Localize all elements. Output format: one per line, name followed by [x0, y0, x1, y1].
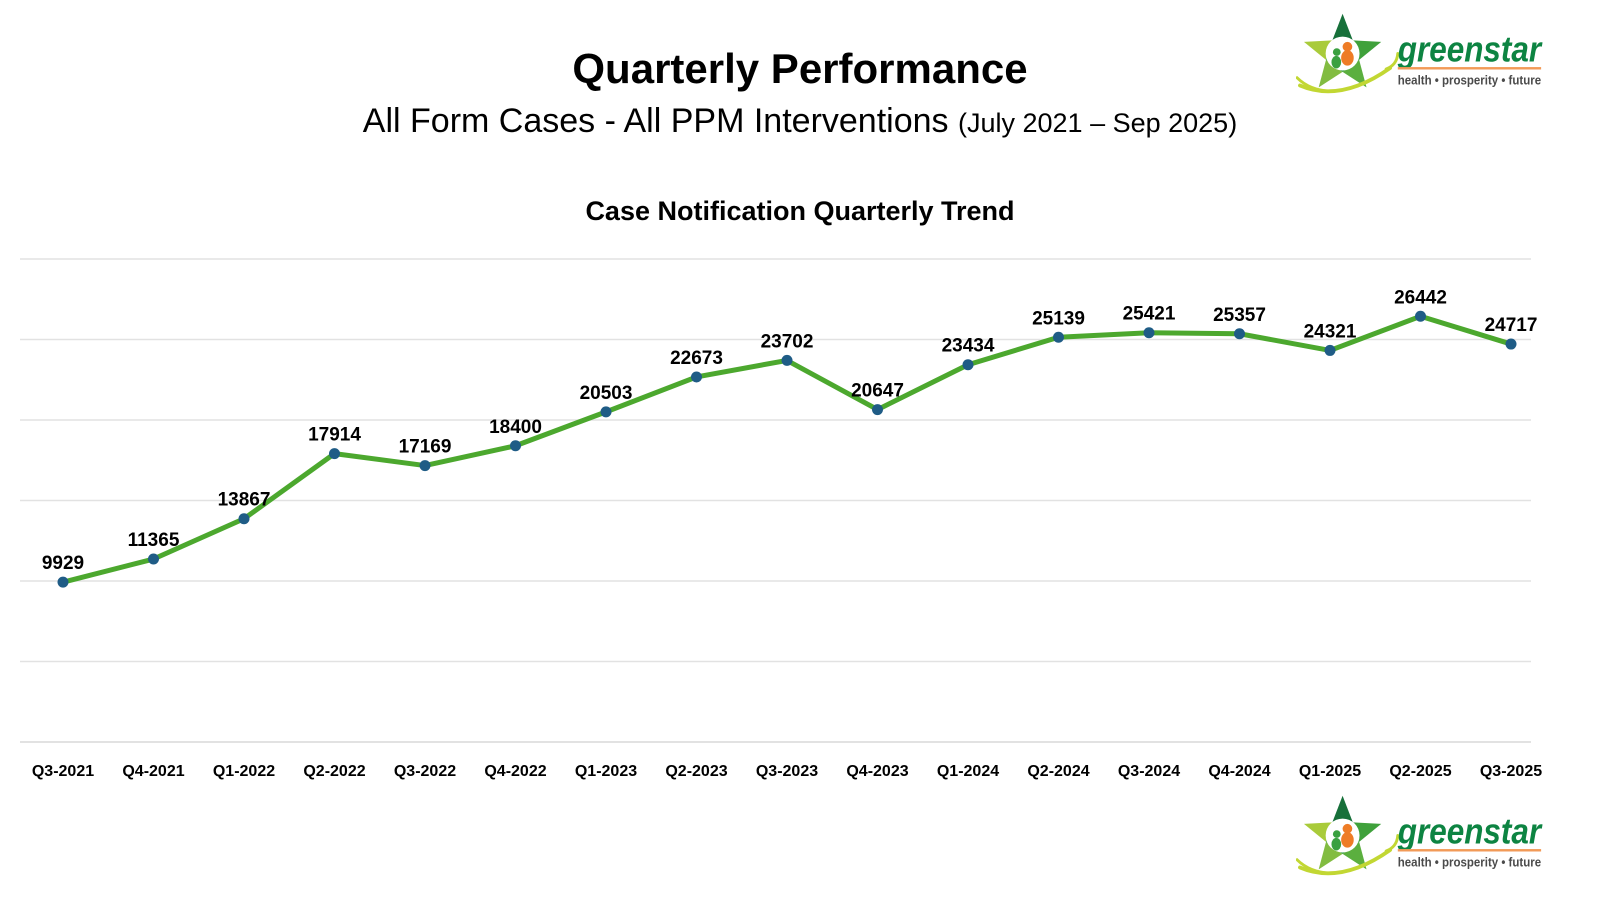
data-point-label: 25421: [1123, 304, 1176, 325]
data-point-label: 11365: [128, 530, 180, 551]
data-point-marker: [510, 440, 521, 452]
data-point-label: 22673: [670, 348, 723, 369]
data-point-marker: [148, 553, 159, 565]
data-point-marker: [600, 406, 612, 418]
people-icon: [1331, 41, 1354, 69]
data-point-marker: [1143, 327, 1155, 339]
logo-top-right: greenstar health • prosperity • future: [1295, 8, 1548, 100]
x-axis-label: Q1-2025: [1299, 763, 1361, 780]
data-point-marker: [781, 354, 793, 366]
chart-title: Case Notification Quarterly Trend: [585, 196, 1015, 226]
subtitle-text: All Form Cases - All PPM Interventions: [362, 102, 949, 141]
data-point-label: 24717: [1485, 315, 1538, 336]
data-point-marker: [1234, 328, 1245, 340]
data-point-label: 17169: [399, 437, 452, 458]
logo-underline: [1397, 67, 1542, 70]
logo-tagline: health • prosperity • future: [1398, 74, 1541, 88]
slide-title: Quarterly Performance: [572, 45, 1028, 92]
star-icon: [1295, 795, 1400, 876]
x-axis-label: Q4-2023: [846, 763, 908, 780]
slide-header: Quarterly Performance All Form Cases - A…: [0, 45, 1600, 141]
data-point-label: 23434: [942, 336, 995, 357]
swoosh-icon: [1295, 834, 1400, 876]
data-point-marker: [57, 576, 69, 588]
x-axis-label: Q2-2025: [1389, 763, 1451, 780]
people-icon: [1331, 823, 1354, 851]
data-point-marker: [691, 371, 702, 383]
logo-name: greenstar: [1397, 811, 1543, 851]
slide-subtitle: All Form Cases - All PPM Interventions (…: [0, 102, 1600, 141]
data-point-label: 13867: [218, 490, 271, 511]
data-point-marker: [419, 460, 431, 472]
x-axis-label: Q1-2023: [575, 763, 637, 780]
greenstar-logo: greenstar health • prosperity • future: [1295, 795, 1543, 876]
subtitle-period: (July 2021 – Sep 2025): [958, 108, 1238, 139]
x-axis-label: Q2-2023: [665, 763, 727, 780]
data-point-label: 23702: [761, 331, 814, 352]
data-point-marker: [238, 513, 250, 525]
data-point-marker: [962, 359, 974, 371]
x-axis-label: Q4-2024: [1208, 763, 1270, 780]
x-axis-label: Q4-2021: [122, 763, 184, 780]
data-point-marker: [872, 404, 883, 416]
logo-name: greenstar: [1397, 29, 1543, 69]
x-axis-label: Q4-2022: [484, 763, 546, 780]
data-point-label: 24321: [1304, 321, 1357, 342]
data-point-label: 25139: [1032, 308, 1085, 329]
star-icon: [1295, 13, 1400, 94]
x-axis-label: Q2-2022: [303, 763, 365, 780]
data-point-marker: [1324, 344, 1336, 356]
logo-bottom-right: greenstar health • prosperity • future: [1295, 790, 1548, 882]
data-point-marker: [1415, 310, 1426, 322]
logo-underline: [1397, 849, 1542, 852]
data-point-label: 17914: [308, 425, 361, 446]
data-point-label: 25357: [1213, 305, 1266, 326]
data-point-label: 20647: [851, 381, 904, 402]
logo-tagline: health • prosperity • future: [1398, 856, 1541, 870]
x-axis-label: Q3-2025: [1480, 763, 1542, 780]
data-point-label: 20503: [580, 383, 633, 404]
data-point-marker: [1505, 338, 1517, 350]
x-axis-label: Q1-2024: [937, 763, 999, 780]
data-point-marker: [1053, 331, 1064, 343]
greenstar-logo: greenstar health • prosperity • future: [1295, 13, 1543, 94]
x-axis-label: Q1-2022: [213, 763, 275, 780]
x-axis-label: Q3-2022: [394, 763, 456, 780]
x-axis-label: Q3-2021: [32, 763, 94, 780]
data-point-label: 9929: [42, 553, 84, 574]
data-point-label: 26442: [1394, 287, 1447, 308]
x-axis-label: Q3-2024: [1118, 763, 1180, 780]
data-point-label: 18400: [489, 417, 542, 438]
x-axis-label: Q2-2024: [1027, 763, 1089, 780]
swoosh-icon: [1295, 52, 1400, 94]
x-axis-label: Q3-2023: [756, 763, 818, 780]
data-point-marker: [329, 448, 340, 460]
